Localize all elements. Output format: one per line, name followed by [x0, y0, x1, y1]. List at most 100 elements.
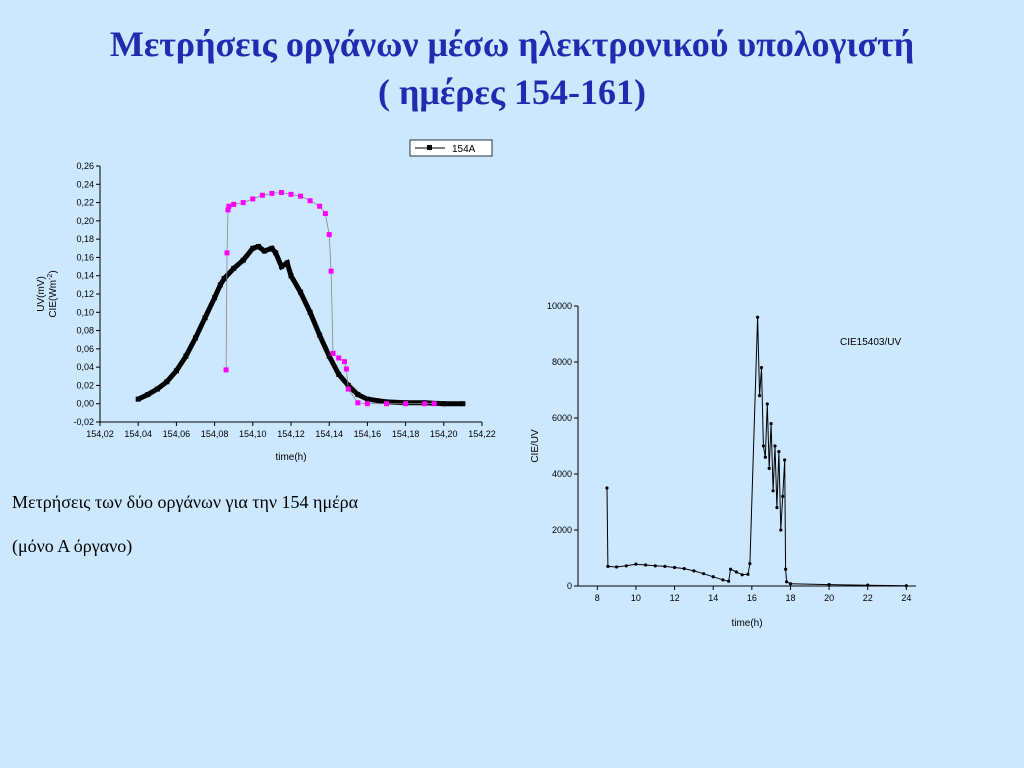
- data-point: [355, 392, 361, 398]
- data-point: [769, 422, 773, 426]
- x-tick-label: 154,08: [201, 429, 229, 439]
- data-point: [154, 386, 160, 392]
- data-point: [217, 282, 223, 288]
- data-point: [364, 396, 370, 402]
- data-point: [183, 353, 189, 359]
- data-point: [298, 193, 304, 199]
- data-point: [403, 401, 409, 407]
- data-point: [145, 392, 151, 398]
- data-point: [278, 190, 284, 196]
- data-point: [767, 466, 771, 470]
- legend-marker: [427, 145, 432, 150]
- slide-title: Μετρήσεις οργάνων μέσω ηλεκτρονικού υπολ…: [0, 20, 1024, 116]
- data-point: [746, 572, 750, 576]
- data-point: [336, 371, 342, 377]
- y-tick-label: 0,24: [76, 179, 94, 189]
- data-point: [278, 264, 284, 270]
- data-point: [221, 275, 227, 281]
- y-tick-label: -0,02: [73, 417, 94, 427]
- data-point: [773, 444, 777, 448]
- x-tick-label: 154,04: [124, 429, 152, 439]
- data-point: [756, 315, 760, 319]
- data-point: [663, 564, 667, 568]
- y-tick-label: 4000: [552, 469, 572, 479]
- y-tick-label: 0,06: [76, 344, 94, 354]
- data-point: [341, 359, 347, 365]
- x-axis-label: time(h): [731, 618, 762, 629]
- data-point: [223, 367, 229, 373]
- data-point: [740, 573, 744, 577]
- data-point: [317, 203, 323, 209]
- data-point: [326, 353, 332, 359]
- data-point: [307, 198, 313, 204]
- caption-line-2: (μόνο Α όργανο): [12, 536, 133, 556]
- x-tick-label: 14: [708, 593, 718, 603]
- data-point: [460, 401, 466, 407]
- series-line-0: [606, 317, 907, 587]
- y-axis-label: CIE/UV: [530, 429, 541, 463]
- data-point: [317, 332, 323, 338]
- data-point: [784, 567, 788, 571]
- data-point: [765, 402, 769, 406]
- chart-day-154: -0,02 0,00 0,02 0,04 0,06 0,08 0,10 0,12 0,14 0,1…: [36, 139, 496, 463]
- data-point: [256, 243, 262, 249]
- x-tick-label: 12: [670, 593, 680, 603]
- data-point: [173, 368, 179, 374]
- data-point: [624, 564, 628, 568]
- data-point: [422, 401, 428, 407]
- data-point: [757, 394, 762, 398]
- data-point: [721, 578, 725, 582]
- y-tick-label: 10000: [547, 301, 572, 311]
- data-point: [250, 196, 256, 202]
- data-point: [259, 192, 265, 198]
- y-tick-label: 0,04: [76, 362, 94, 372]
- legend-box: [409, 139, 493, 157]
- data-point: [322, 211, 328, 217]
- series-line-0: [137, 243, 463, 407]
- data-point: [904, 584, 908, 588]
- data-point: [748, 562, 752, 566]
- data-point: [827, 583, 831, 587]
- data-point: [231, 265, 237, 271]
- y-axis-label-uv: UV(mV): [36, 276, 47, 312]
- data-point: [212, 295, 218, 301]
- x-tick-label: 154,14: [315, 429, 343, 439]
- y-axis-label-cie: CIE(Wm-2): [47, 270, 59, 317]
- data-point: [866, 583, 870, 587]
- x-tick-label: 20: [824, 593, 834, 603]
- data-point: [269, 245, 275, 251]
- chart-cie-uv-ratio: 0 2000 4000 6000 8000 10000 8 10 12 14 16 18 20 22 24 t…: [530, 301, 916, 629]
- data-point: [441, 401, 447, 407]
- data-point: [135, 396, 141, 402]
- y-tick-label: 0: [567, 581, 572, 591]
- data-point: [788, 582, 793, 586]
- data-point: [364, 401, 370, 407]
- data-point: [615, 565, 619, 569]
- data-point: [672, 565, 677, 570]
- y-tick-label: 0,02: [76, 380, 94, 390]
- legend: 154A: [409, 139, 493, 157]
- data-point: [692, 569, 696, 573]
- data-point: [288, 191, 294, 197]
- data-point: [759, 366, 764, 370]
- data-point: [783, 458, 787, 462]
- data-point: [431, 401, 437, 407]
- y-tick-label: 0,14: [76, 271, 94, 281]
- data-point: [384, 401, 389, 407]
- data-point: [644, 563, 648, 567]
- data-point: [761, 444, 766, 448]
- data-point: [261, 248, 267, 254]
- series-line-1: [225, 192, 435, 405]
- y-tick-label: 0,18: [76, 234, 94, 244]
- data-point: [784, 580, 789, 584]
- y-tick-label: 8000: [552, 357, 572, 367]
- data-point: [269, 190, 275, 196]
- data-point: [763, 455, 767, 459]
- data-point: [164, 379, 170, 385]
- x-tick-label: 24: [901, 593, 911, 603]
- data-point: [653, 564, 657, 568]
- y-tick-label: 0,08: [76, 326, 94, 336]
- data-point: [777, 450, 781, 454]
- data-point: [326, 232, 332, 238]
- y-tick-label: 0,10: [76, 307, 94, 317]
